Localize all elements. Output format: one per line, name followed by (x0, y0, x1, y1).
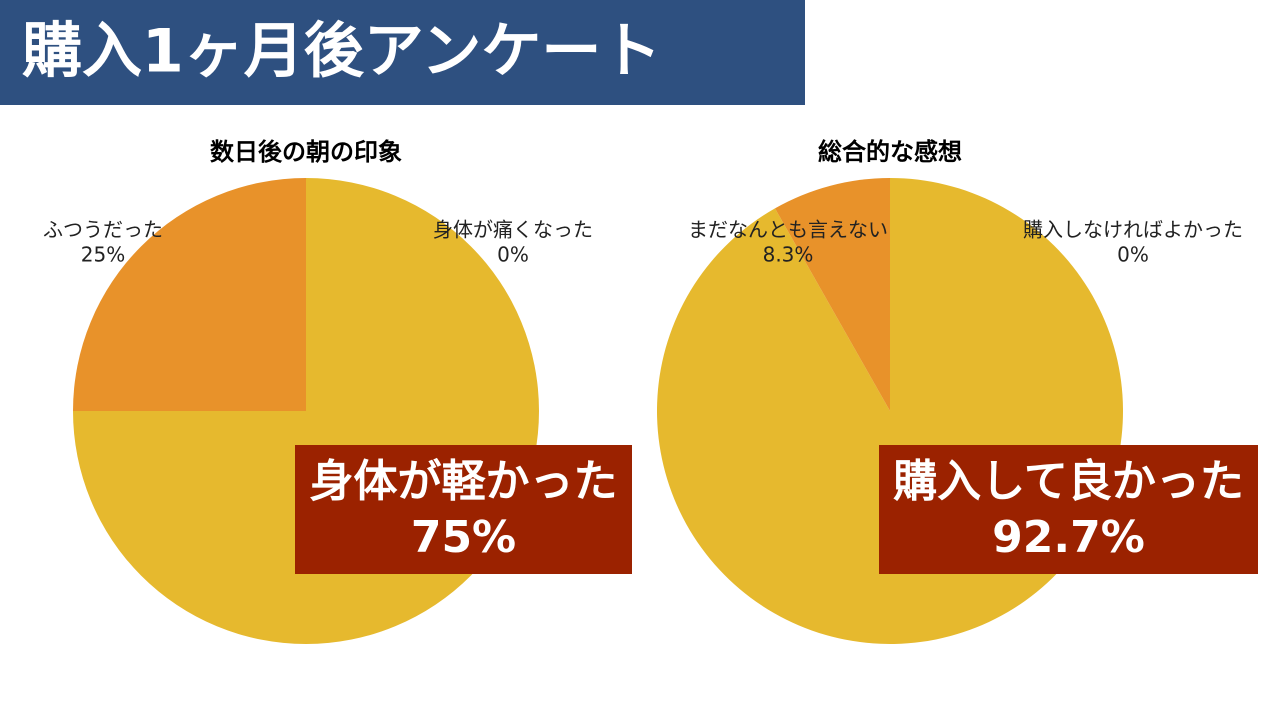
slice-label: 購入して良かった (893, 456, 1244, 507)
slice-value-label: 92.7% (992, 512, 1145, 563)
highlight-box (295, 445, 632, 574)
slice-value-label: 0% (497, 243, 529, 267)
slide-title: 購入1ヶ月後アンケート (22, 17, 661, 87)
slice-value-label: 25% (81, 243, 125, 267)
highlight-box (879, 445, 1258, 574)
slice-label: 購入しなければよかった (1023, 218, 1243, 242)
chart-title: 総合的な感想 (818, 138, 962, 166)
slice-label: 身体が軽かった (310, 456, 618, 507)
pie-slice (657, 178, 1124, 644)
header-band (0, 0, 805, 105)
slice-value-label: 75% (411, 512, 516, 563)
pie-slice (774, 178, 890, 411)
chart-title: 数日後の朝の印象 (210, 138, 402, 166)
slice-label: 身体が痛くなった (433, 218, 593, 242)
slice-value-label: 0% (1117, 243, 1149, 267)
slice-label: まだなんとも言えない (688, 218, 888, 242)
slice-value-label: 8.3% (763, 243, 814, 267)
pie-slice (73, 178, 306, 411)
slice-label: ふつうだった (43, 218, 163, 242)
